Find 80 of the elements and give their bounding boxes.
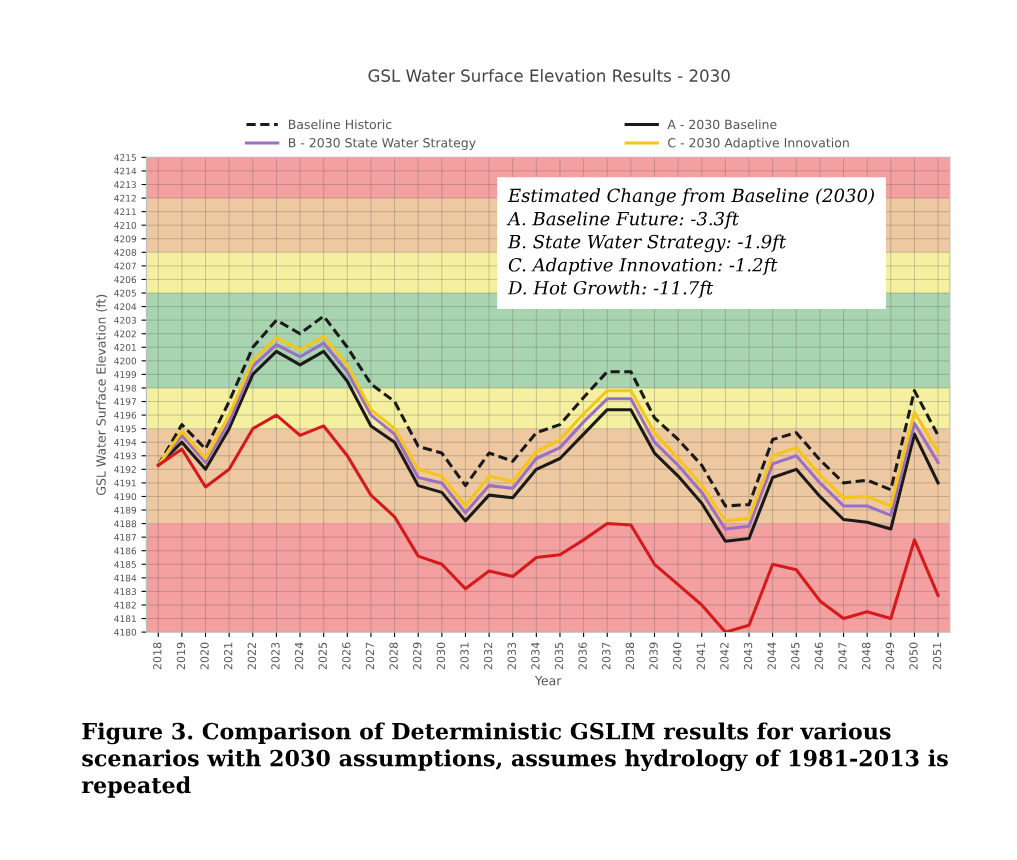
y-tick-label: 4214	[114, 167, 137, 175]
legend-label: B - 2030 State Water Strategy	[288, 138, 476, 150]
y-tick-label: 4202	[114, 330, 136, 338]
x-tick-label: 2032	[483, 642, 493, 670]
y-tick-label: 4201	[114, 344, 136, 351]
x-tick-label: 2039	[649, 642, 658, 670]
y-tick-label: 4211	[114, 208, 136, 216]
x-tick-label: 2036	[578, 642, 587, 670]
x-tick-label: 2049	[885, 642, 895, 670]
x-tick-label: 2051	[932, 642, 942, 670]
y-tick-label: 4182	[114, 601, 136, 609]
x-tick-label: 2021	[223, 642, 233, 670]
x-tick-label: 2019	[176, 642, 186, 670]
y-tick-label: 4193	[114, 452, 136, 460]
x-tick-label: 2020	[200, 642, 209, 670]
y-tick-label: 4200	[114, 357, 137, 365]
y-tick-label: 4207	[114, 262, 136, 270]
x-tick-label: 2035	[554, 642, 564, 670]
y-tick-label: 4208	[114, 249, 137, 256]
x-tick-label: 2030	[436, 642, 446, 670]
x-tick-label: 2026	[342, 642, 351, 670]
y-tick-label: 4181	[114, 615, 136, 623]
x-tick-label: 2034	[531, 642, 540, 670]
y-tick-label: 4183	[114, 588, 136, 595]
y-tick-label: 4205	[114, 289, 136, 297]
y-tick-label: 4186	[114, 547, 137, 555]
x-tick-label: 2042	[720, 642, 729, 670]
y-tick-label: 4189	[114, 506, 137, 514]
x-tick-label: 2024	[294, 642, 304, 670]
legend-label: C - 2030 Adaptive Innovation	[668, 137, 849, 150]
y-tick-label: 4192	[114, 466, 136, 473]
legend-label: Baseline Historic	[288, 119, 392, 130]
x-tick-label: 2022	[247, 642, 257, 670]
x-tick-label: 2038	[625, 642, 635, 670]
x-tick-label: 2033	[507, 642, 516, 670]
x-tick-label: 2041	[696, 642, 705, 670]
y-tick-label: 4187	[114, 533, 136, 541]
chart-title: GSL Water Surface Elevation Results - 2030	[368, 69, 730, 82]
line-series	[156, 413, 940, 633]
y-tick-label: 4203	[114, 316, 136, 324]
y-tick-label: 4185	[114, 561, 136, 568]
y-tick-label: 4209	[114, 235, 137, 243]
y-tick-label: 4180	[114, 628, 137, 636]
x-tick-label: 2048	[861, 642, 871, 670]
y-tick-label: 4199	[114, 371, 137, 378]
y-tick-label: 4188	[114, 520, 137, 528]
y-tick-label: 4212	[114, 194, 136, 202]
y-tick-label: 4206	[114, 276, 137, 284]
y-tick-label: 4195	[114, 425, 136, 433]
x-tick-label: 2018	[153, 642, 162, 670]
y-tick-label: 4194	[114, 438, 137, 446]
y-tick-label: 4196	[114, 411, 137, 419]
y-tick-label: 4213	[114, 181, 136, 189]
x-tick-label: 2046	[814, 642, 824, 670]
legend-label: A - 2030 Baseline	[667, 119, 777, 130]
y-tick-label: 4197	[114, 398, 136, 406]
annotation: Estimated Change from Baseline (2030) A. Baseline Future: -3.3ft B. State Water Strategy: -1.9ft C. Adaptive Innovation: -1.2ft D. Hot Growth: -11.7ft	[506, 188, 874, 299]
x-tick-label: 2027	[365, 642, 375, 670]
y-axis-title: GSL Water Surface Elevation (ft)	[96, 294, 108, 496]
x-tick-label: 2045	[791, 642, 800, 670]
y-tick-label: 4190	[114, 493, 137, 501]
x-tick-label: 2037	[602, 642, 611, 670]
x-tick-label: 2029	[413, 642, 422, 670]
caption: Figure 3. Comparison of Deterministic GSLIM results for various scenarios with 2030 assumptions, assumes hydrology of 1981-2013 is repeated	[82, 722, 948, 798]
x-tick-label: 2047	[838, 642, 847, 670]
x-tick-label: 2040	[672, 642, 682, 670]
y-tick-label: 4198	[114, 384, 137, 392]
y-tick-label: 4204	[114, 303, 137, 311]
x-axis-title: Year	[534, 676, 562, 686]
x-tick-label: 2031	[460, 642, 469, 670]
x-tick-label: 2028	[389, 642, 398, 670]
x-tick-label: 2044	[767, 642, 776, 670]
y-tick-label: 4191	[114, 479, 136, 487]
y-tick-label: 4210	[114, 221, 137, 229]
x-tick-label: 2023	[271, 642, 280, 670]
x-tick-label: 2050	[909, 642, 918, 670]
y-tick-label: 4184	[114, 574, 137, 582]
y-tick-label: 4215	[114, 154, 136, 161]
x-tick-label: 2043	[743, 642, 753, 670]
x-tick-label: 2025	[318, 642, 327, 670]
